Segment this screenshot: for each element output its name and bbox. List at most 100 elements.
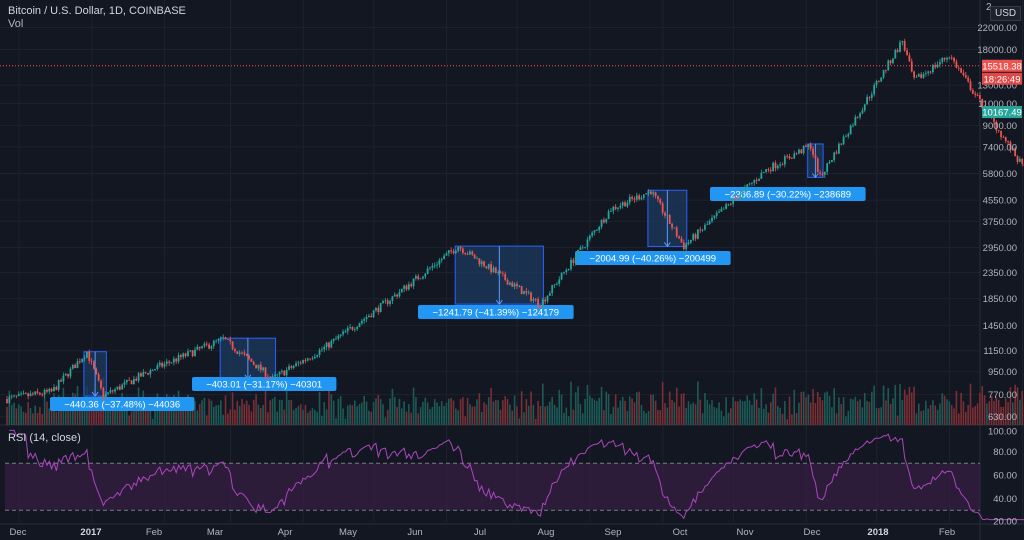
- candle-body: [588, 235, 591, 240]
- candle-body: [62, 375, 65, 382]
- candle-body: [577, 249, 579, 257]
- volume-bar: [455, 408, 457, 425]
- candle-body: [765, 169, 767, 173]
- candle-body: [297, 362, 300, 364]
- volume-bar: [640, 405, 643, 425]
- volume-bar: [922, 410, 925, 425]
- candle-body: [454, 251, 457, 254]
- volume-bar: [245, 400, 248, 425]
- candle-body: [13, 395, 15, 397]
- volume-bar: [988, 401, 991, 425]
- volume-bar: [661, 382, 664, 425]
- volume-bar: [889, 403, 892, 425]
- candle-body: [654, 192, 657, 197]
- candle-body: [558, 279, 561, 284]
- volume-bar: [950, 405, 953, 425]
- candle-body: [546, 295, 549, 302]
- volume-bar: [558, 389, 561, 425]
- candle-body: [849, 125, 852, 135]
- candle-body: [523, 291, 525, 295]
- candle-body: [1004, 137, 1007, 141]
- candle-body: [997, 130, 1000, 131]
- volume-bar: [814, 403, 817, 425]
- candle-body: [6, 399, 8, 403]
- volume-bar: [140, 407, 142, 425]
- volume-bar: [687, 401, 690, 425]
- chart-legend: Bitcoin / U.S. Dollar, 1D, COINBASE Vol: [8, 5, 186, 31]
- candle-body: [828, 161, 831, 164]
- candle-body: [689, 239, 692, 243]
- price-tick-label: 18000.00: [977, 45, 1017, 56]
- volume-bar: [342, 408, 344, 425]
- volume-bar: [986, 403, 988, 425]
- volume-bar: [777, 405, 779, 425]
- volume-bar: [424, 397, 427, 425]
- volume-bar: [821, 400, 824, 425]
- candle-body: [732, 198, 735, 205]
- candle-body: [976, 94, 979, 96]
- candle-body: [137, 373, 140, 381]
- volume-bar: [800, 391, 803, 425]
- volume-bar: [753, 393, 756, 425]
- volume-bar: [107, 404, 109, 425]
- volume-bar: [405, 411, 408, 425]
- volume-bar: [981, 386, 984, 425]
- volume-bar: [807, 394, 810, 425]
- volume-bar: [64, 410, 67, 425]
- candle-body: [788, 156, 791, 159]
- volume-bar: [948, 401, 951, 425]
- volume-bar: [537, 401, 539, 425]
- volume-bar: [438, 406, 441, 425]
- volume-bar: [969, 383, 972, 425]
- measure-label: −440.36 (−37.48%) −44036: [64, 400, 180, 411]
- candle-body: [245, 354, 248, 356]
- candle-body: [492, 267, 495, 273]
- candle-body: [501, 273, 504, 275]
- volume-bar: [861, 407, 864, 425]
- candle-body: [299, 362, 302, 364]
- volume-bar: [10, 404, 13, 425]
- volume-bar: [579, 403, 582, 425]
- candle-body: [605, 218, 608, 223]
- candle-body: [1002, 137, 1005, 138]
- candle-body: [29, 393, 32, 397]
- volume-bar: [659, 410, 662, 425]
- volume-bar: [79, 403, 81, 425]
- candle-body: [372, 310, 375, 318]
- candle-body: [288, 366, 290, 370]
- candle-body: [812, 148, 814, 155]
- volume-bar: [90, 398, 93, 425]
- candle-body: [767, 169, 770, 171]
- volume-bar: [755, 399, 758, 425]
- candle-body: [805, 145, 807, 147]
- candle-body: [892, 58, 894, 64]
- candle-body: [487, 264, 490, 269]
- candle-body: [993, 118, 995, 122]
- candle-body: [638, 195, 641, 200]
- candle-body: [191, 350, 194, 357]
- measure-arrow-head: [812, 173, 819, 179]
- volume-bar: [534, 418, 537, 425]
- candle-body: [407, 284, 410, 290]
- candle-body: [751, 182, 753, 184]
- measure-label: −2004.99 (−40.26%) −200499: [590, 254, 717, 265]
- candle-body: [335, 338, 337, 340]
- candle-body: [386, 300, 389, 305]
- rsi-band: [5, 463, 980, 511]
- volume-bar: [793, 389, 796, 425]
- volume-bar: [208, 398, 210, 425]
- volume-bar: [939, 403, 941, 425]
- volume-bar: [445, 402, 448, 425]
- candle-body: [786, 156, 789, 158]
- candle-body: [823, 171, 826, 175]
- candle-body: [584, 247, 586, 248]
- volume-bar: [805, 397, 807, 425]
- volume-bar: [539, 406, 542, 425]
- price-tick-label: 1150.00: [983, 346, 1017, 357]
- candle-body: [104, 393, 107, 399]
- currency-button[interactable]: USD: [990, 6, 1022, 21]
- candle-body: [563, 272, 565, 273]
- volume-bar: [95, 399, 98, 425]
- candle-body: [868, 97, 871, 98]
